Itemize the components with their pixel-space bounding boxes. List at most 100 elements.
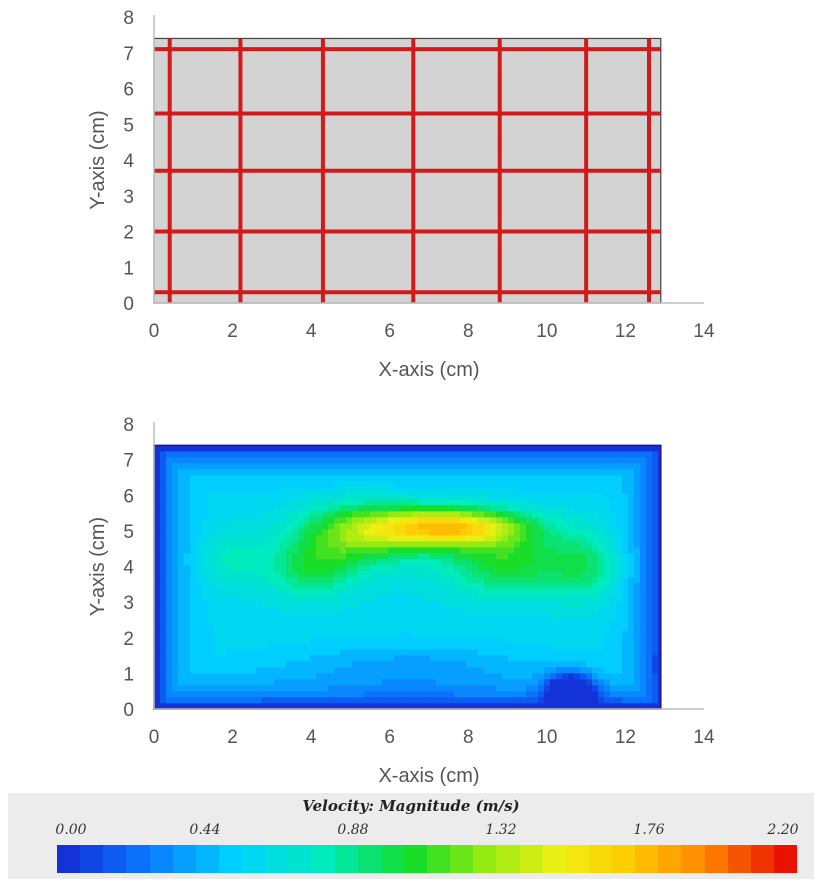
heatmap-cell [268, 469, 275, 476]
heatmap-cell [412, 511, 419, 518]
heatmap-cell [508, 469, 515, 476]
heatmap-cell [322, 625, 329, 632]
heatmap-cell [472, 517, 479, 524]
heatmap-cell [658, 703, 661, 709]
heatmap-cell [628, 595, 635, 602]
heatmap-cell [352, 475, 359, 482]
heatmap-cell [304, 691, 311, 698]
heatmap-cell [346, 691, 353, 698]
heatmap-cell [280, 517, 287, 524]
heatmap-cell [286, 685, 293, 692]
heatmap-cell [358, 673, 365, 680]
heatmap-cell [442, 517, 449, 524]
heatmap-cell [214, 535, 221, 542]
heatmap-cell [262, 577, 269, 584]
heatmap-cell [526, 667, 533, 674]
heatmap-cell [502, 625, 509, 632]
heatmap-cell [388, 607, 395, 614]
y-tick-label: 1 [123, 258, 134, 279]
heatmap-cell [484, 625, 491, 632]
heatmap-cell [544, 601, 551, 608]
heatmap-cell [268, 673, 275, 680]
heatmap-cell [364, 493, 371, 500]
heatmap-cell [352, 637, 359, 644]
heatmap-cell [652, 631, 659, 638]
heatmap-cell [454, 637, 461, 644]
heatmap-cell [202, 553, 209, 560]
heatmap-cell [214, 523, 221, 530]
heatmap-cell [610, 547, 617, 554]
heatmap-cell [628, 541, 635, 548]
heatmap-cell [550, 499, 557, 506]
heatmap-cell [508, 505, 515, 512]
heatmap-cell [598, 541, 605, 548]
heatmap-cell [232, 451, 239, 458]
heatmap-cell [190, 487, 197, 494]
heatmap-cell [412, 535, 419, 542]
heatmap-cell [556, 655, 563, 662]
heatmap-cell [256, 595, 263, 602]
heatmap-cell [550, 625, 557, 632]
heatmap-cell [160, 607, 167, 614]
heatmap-cell [280, 553, 287, 560]
heatmap-cell [286, 571, 293, 578]
heatmap-cell [544, 475, 551, 482]
heatmap-cell [340, 691, 347, 698]
heatmap-cell [280, 589, 287, 596]
heatmap-cell [340, 667, 347, 674]
heatmap-cell [220, 481, 227, 488]
heatmap-cell [514, 523, 521, 530]
heatmap-cell [382, 673, 389, 680]
heatmap-cell [550, 643, 557, 650]
heatmap-cell [520, 469, 527, 476]
heatmap-cell [592, 517, 599, 524]
heatmap-cell [394, 469, 401, 476]
heatmap-cell [574, 469, 581, 476]
heatmap-cell [394, 547, 401, 554]
heatmap-cell [436, 499, 443, 506]
heatmap-cell [418, 457, 425, 464]
heatmap-cell [442, 595, 449, 602]
heatmap-cell [202, 505, 209, 512]
colorbar-swatch [565, 845, 589, 873]
heatmap-cell [328, 517, 335, 524]
heatmap-cell [580, 667, 587, 674]
heatmap-cell [322, 631, 329, 638]
heatmap-cell [442, 601, 449, 608]
heatmap-cell [310, 655, 317, 662]
heatmap-cell [538, 679, 545, 686]
heatmap-cell [430, 445, 437, 452]
heatmap-cell [466, 625, 473, 632]
heatmap-cell [268, 511, 275, 518]
heatmap-cell [574, 463, 581, 470]
heatmap-cell [496, 457, 503, 464]
heatmap-cell [568, 703, 575, 709]
heatmap-cell [598, 445, 605, 452]
heatmap-cell [244, 565, 251, 572]
heatmap-cell [202, 481, 209, 488]
heatmap-cell [628, 511, 635, 518]
heatmap-cell [484, 493, 491, 500]
heatmap-cell [394, 493, 401, 500]
heatmap-cell [580, 529, 587, 536]
heatmap-cell [202, 517, 209, 524]
heatmap-cell [190, 499, 197, 506]
heatmap-cell [328, 667, 335, 674]
heatmap-cell [508, 523, 515, 530]
heatmap-cell [430, 553, 437, 560]
heatmap-cell [430, 697, 437, 704]
heatmap-cell [322, 661, 329, 668]
heatmap-cell [382, 463, 389, 470]
heatmap-cell [406, 445, 413, 452]
heatmap-cell [448, 625, 455, 632]
heatmap-cell [532, 607, 539, 614]
heatmap-cell [226, 559, 233, 566]
heatmap-cell [658, 493, 661, 500]
heatmap-cell [610, 679, 617, 686]
heatmap-cell [292, 457, 299, 464]
heatmap-cell [628, 631, 635, 638]
heatmap-cell [220, 505, 227, 512]
heatmap-cell [610, 517, 617, 524]
heatmap-cell [538, 481, 545, 488]
heatmap-cell [250, 487, 257, 494]
